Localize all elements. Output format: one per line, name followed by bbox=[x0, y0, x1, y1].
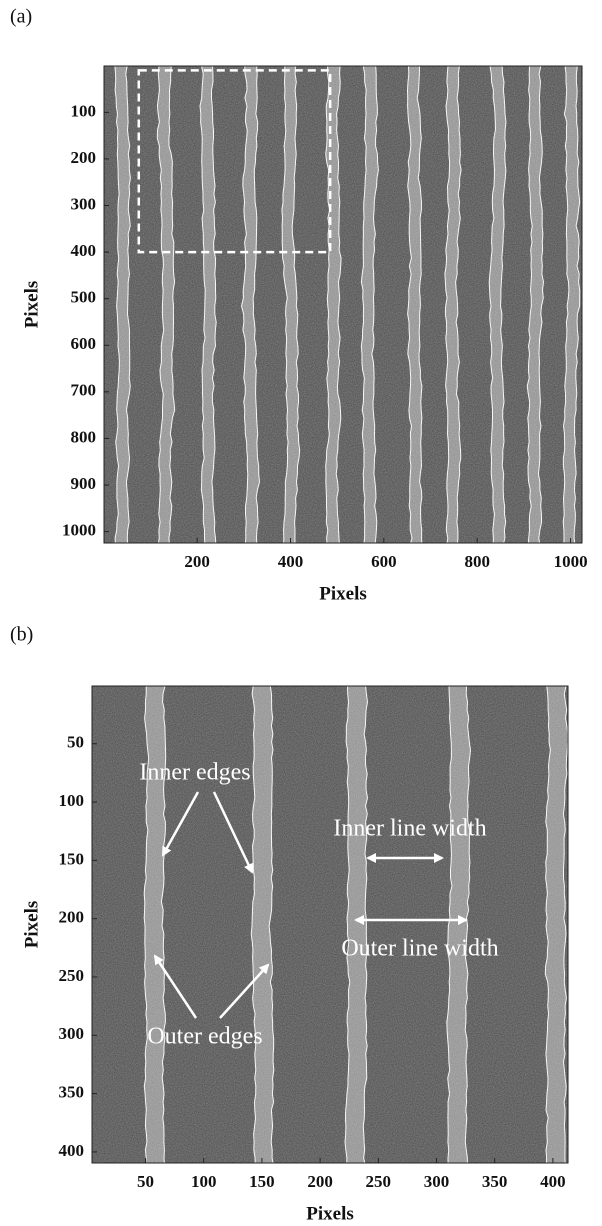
y-tick-label: 50 bbox=[67, 733, 84, 752]
y-tick-label: 150 bbox=[59, 849, 85, 868]
x-tick-label: 250 bbox=[366, 1172, 392, 1191]
x-tick-label: 400 bbox=[540, 1172, 566, 1191]
x-tick-label: 400 bbox=[278, 552, 304, 571]
y-tick-label: 200 bbox=[59, 908, 85, 927]
panel-b: (b) 50 100 150 200 250 300 350 400 50 100 150 200 250… bbox=[10, 624, 569, 1224]
x-tick-label: 200 bbox=[184, 552, 210, 571]
x-tick-label: 600 bbox=[371, 552, 397, 571]
axes-frame bbox=[103, 65, 583, 544]
y-tick-label: 400 bbox=[71, 241, 97, 260]
x-tick-label: 150 bbox=[249, 1172, 275, 1191]
y-tick-label: 1000 bbox=[62, 520, 96, 539]
x-tick-label: 50 bbox=[137, 1172, 154, 1191]
y-tick-label: 600 bbox=[71, 334, 97, 353]
noise bbox=[92, 686, 568, 1163]
noise bbox=[104, 66, 582, 543]
annotation: Outer edges bbox=[147, 1024, 262, 1050]
x-tick-label: 800 bbox=[464, 552, 490, 571]
y-tick-label: 250 bbox=[59, 966, 85, 985]
image bbox=[92, 686, 568, 1163]
zoom-box bbox=[137, 69, 332, 254]
axes-frame bbox=[91, 685, 569, 1164]
y-tick-label: 500 bbox=[71, 288, 97, 307]
y-tick-label: 400 bbox=[59, 1141, 85, 1160]
x-tick-label: 100 bbox=[191, 1172, 217, 1191]
x-tick-label: 350 bbox=[482, 1172, 508, 1191]
x-tick-label: 1000 bbox=[554, 552, 588, 571]
annotation: Inner edges bbox=[139, 760, 250, 786]
arrow bbox=[212, 791, 254, 874]
y-tick-label: 300 bbox=[59, 1024, 85, 1043]
y-tick-label: 300 bbox=[71, 194, 97, 213]
y-tick-label: 100 bbox=[71, 101, 97, 120]
image bbox=[104, 66, 582, 543]
x-axis-label: Pixels bbox=[306, 1203, 354, 1224]
y-axis-label: Pixels bbox=[21, 901, 42, 949]
annotations: Inner edges Outer edges Inner line width… bbox=[139, 760, 498, 1050]
panel-label: (b) bbox=[10, 624, 33, 646]
arrow bbox=[219, 963, 270, 1019]
y-tick-label: 100 bbox=[59, 791, 85, 810]
annotation: Inner line width bbox=[333, 816, 486, 842]
y-tick-label: 800 bbox=[71, 427, 97, 446]
y-axis-label: Pixels bbox=[21, 281, 42, 329]
x-tick-label: 200 bbox=[307, 1172, 333, 1191]
y-tick-label: 900 bbox=[71, 474, 97, 493]
y-tick-label: 350 bbox=[59, 1083, 85, 1102]
panel-label: (a) bbox=[10, 6, 32, 28]
x-axis-label: Pixels bbox=[319, 583, 367, 604]
x-tick-label: 300 bbox=[424, 1172, 450, 1191]
arrow bbox=[153, 954, 198, 1019]
y-tick-label: 700 bbox=[71, 381, 97, 400]
y-tick-label: 200 bbox=[71, 148, 97, 167]
panel-a: (a) 200 400 600 800 1000 100 200 300 400 500 600 700… bbox=[10, 6, 588, 605]
annotation: Outer line width bbox=[341, 936, 498, 962]
arrow bbox=[161, 791, 200, 857]
